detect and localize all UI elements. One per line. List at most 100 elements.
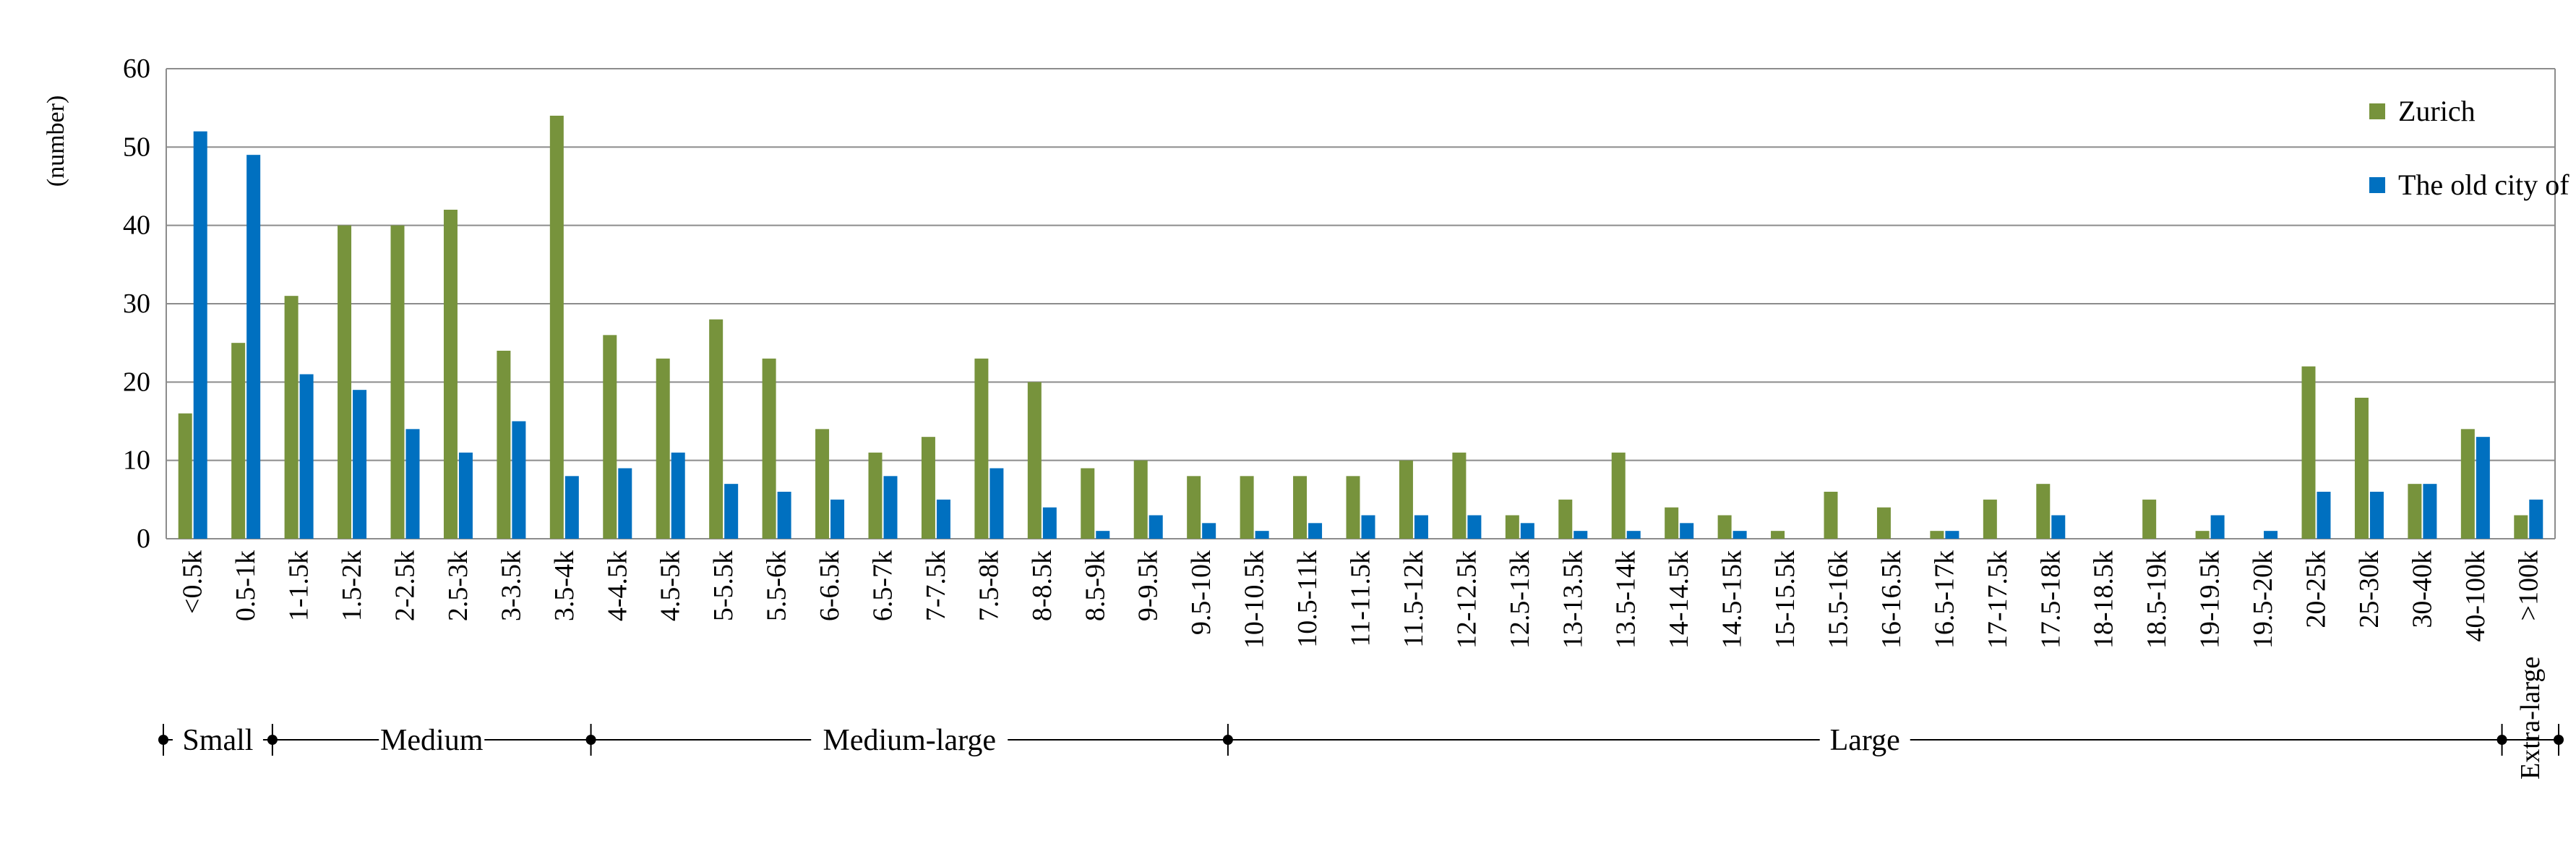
group-label: Small [182,724,253,757]
bar-zurich [1081,468,1095,539]
bar-nanjing [936,499,950,539]
x-tick-label: <0.5k [178,550,208,614]
x-tick-labels: <0.5k 0.5-1k 1-1.5k 1.5-2k 2-2.5k 2.5-3k 3-3.5… [178,550,2544,649]
x-tick-label: 5-5.5k [708,550,739,621]
bar-zurich [390,225,405,539]
bar-zurich [1187,476,1201,539]
legend-swatch-nanjing [2369,177,2385,193]
x-tick-label: 30-40k [2407,550,2437,628]
bar-zurich [2142,499,2157,539]
x-tick-label: 1.5-2k [337,550,367,621]
bar-nanjing [458,452,473,539]
x-tick-label: 16-16.5k [1876,550,1907,649]
x-tick-label: 11-11.5k [1346,550,1376,646]
bar-nanjing [1680,523,1694,539]
x-tick-label: 5.5-6k [762,550,792,621]
bar-nanjing [512,421,526,539]
x-tick-label: 9.5-10k [1186,550,1216,635]
x-tick-label: 19-19.5k [2195,550,2225,649]
group-label: Medium [380,724,484,757]
bar-zurich [1824,492,1838,539]
group-boundary-dot [585,735,596,745]
bar-nanjing [1308,523,1323,539]
bar-zurich [2301,366,2316,539]
x-tick-label: 2.5-3k [443,550,473,621]
x-tick-label: 17-17.5k [1983,550,2013,649]
bar-zurich [1452,452,1467,539]
x-tick-label: 8.5-9k [1080,550,1110,621]
bar-nanjing [2423,484,2437,539]
bar-nanjing [1042,507,1057,539]
bar-nanjing [1945,531,1959,539]
bar-zurich [762,358,776,539]
x-tick-label: 10.5-11k [1292,550,1323,648]
legend-label-nanjing: The old city of Nanjing [2398,168,2576,201]
bar-nanjing [193,131,207,539]
x-tick-label: 18-18.5k [2089,550,2119,649]
bars [178,116,2543,539]
bar-zurich [709,319,724,539]
bar-zurich [1505,515,1519,539]
group-boundary-dot [2554,735,2564,745]
group-label: Extra-large [2515,657,2546,780]
bar-nanjing [1573,531,1588,539]
group-label: Large [1830,724,1900,757]
group-boundary-dot [2496,735,2507,745]
bar-zurich [2514,515,2528,539]
x-tick-label: >100k [2513,550,2543,620]
group-label-bg [172,721,263,759]
bar-zurich [868,452,883,539]
x-tick-label: 10-10.5k [1240,550,1270,649]
x-tick-label: 14-14.5k [1664,550,1694,649]
bar-nanjing [724,484,739,539]
legend: Zurich The old city of Nanjing [2369,95,2576,201]
bar-nanjing [1733,531,1747,539]
x-tick-label: 4.5-5k [656,550,686,621]
x-tick-label: 12-12.5k [1451,550,1482,649]
bar-zurich [1717,515,1732,539]
y-tick-label: 60 [123,54,150,84]
x-tick-label: 17.5-18k [2035,550,2066,649]
x-tick-label: 19.5-20k [2248,550,2278,649]
bar-zurich [178,413,192,539]
y-axis-label: (number) [43,95,69,187]
x-tick-label: 25-30k [2354,550,2384,628]
x-tick-label: 7-7.5k [921,550,951,621]
x-tick-label: 12.5-13k [1505,550,1535,649]
x-tick-label: 15-15.5k [1770,550,1800,649]
bar-nanjing [2317,492,2331,539]
x-tick-label: 15.5-16k [1824,550,1854,649]
bar-zurich [2354,398,2369,539]
y-tick-label: 50 [123,132,150,162]
group-boundary-dot [267,735,278,745]
bar-nanjing [1520,523,1534,539]
bar-zurich [656,358,670,539]
bar-nanjing [2051,515,2066,539]
bar-nanjing [405,429,420,539]
bar-nanjing [1149,515,1163,539]
bar-nanjing [353,390,367,539]
bar-zurich [1665,507,1679,539]
x-tick-label: 1-1.5k [284,550,314,621]
bar-nanjing [830,499,845,539]
x-tick-label: 7.5-8k [974,550,1004,621]
bar-zurich [2408,484,2422,539]
bar-nanjing [1255,531,1269,539]
bar-nanjing [1626,531,1641,539]
x-tick-label: 11.5-12k [1399,550,1429,648]
bar-zurich [1983,499,1997,539]
bar-zurich [815,429,830,539]
bar-nanjing [1361,515,1375,539]
bar-zurich [2460,429,2475,539]
bar-zurich [921,437,935,539]
bar-nanjing [299,374,314,539]
x-tick-label: 40-100k [2460,550,2491,642]
bar-zurich [338,225,352,539]
bar-nanjing [2210,515,2225,539]
x-tick-label: 18.5-19k [2142,550,2172,649]
bar-zurich [1771,531,1785,539]
y-axis: (number) 0 10 20 30 40 50 60 [43,54,150,554]
x-tick-label: 8-8.5k [1027,550,1057,621]
x-tick-label: 3.5-4k [549,550,580,621]
